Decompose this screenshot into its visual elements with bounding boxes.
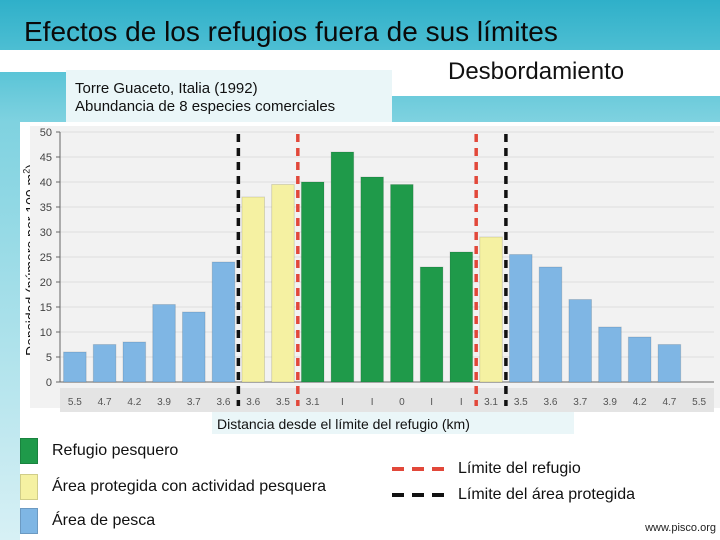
x-tick-label: 4.2 (633, 397, 647, 408)
legend-label-refuge-boundary: Límite del refugio (458, 460, 581, 477)
x-tick-label: 5.5 (68, 397, 82, 408)
y-tick-label: 35 (40, 202, 52, 214)
bar-19 (627, 336, 652, 383)
legend-item-protegida: Área protegida con actividad pesquera (20, 474, 326, 500)
y-tick-label: 0 (46, 377, 52, 389)
bar-7 (271, 184, 295, 383)
legend-label-refugio: Refugio pesquero (52, 442, 179, 459)
x-tick-label: 0 (399, 397, 405, 408)
legend-swatch-pesca (20, 508, 38, 534)
x-tick-label: 3.1 (306, 397, 320, 408)
x-tick-label: 3.6 (544, 397, 558, 408)
legend-swatch-protegida (20, 474, 38, 500)
x-tick-band (60, 388, 714, 412)
subtitle-line-location: Torre Guaceto, Italia (1992) (75, 80, 258, 97)
spillover-tag: Desbordamiento (448, 58, 625, 85)
y-tick-label: 25 (40, 252, 52, 264)
legend-label-pesca: Área de pesca (52, 512, 156, 529)
legend-label-protegida: Área protegida con actividad pesquera (52, 478, 326, 495)
y-tick-label: 30 (40, 227, 52, 239)
bar-18 (598, 326, 622, 383)
tag-box (392, 50, 720, 96)
x-tick-label: I (341, 397, 344, 408)
x-tick-label: 3.1 (484, 397, 498, 408)
bar-20 (657, 344, 682, 383)
y-tick-label: 50 (40, 127, 52, 139)
bar-6 (241, 196, 266, 383)
y-tick-label: 40 (40, 177, 52, 189)
x-axis-label-box (212, 412, 574, 434)
bar-15 (508, 254, 533, 383)
bar-14 (479, 236, 503, 383)
subtitle-box (66, 70, 392, 122)
y-tick-label: 10 (40, 327, 52, 339)
legend-protected-boundary: Límite del área protegida (392, 486, 635, 504)
bar-12 (419, 266, 444, 383)
x-tick-label: 4.2 (127, 397, 141, 408)
refuge-boundary-line-sample (392, 467, 444, 471)
x-tick-label: 3.5 (514, 397, 528, 408)
legend-item-refugio: Refugio pesquero (20, 438, 178, 464)
y-tick-label: 45 (40, 152, 52, 164)
side-band (0, 122, 20, 540)
x-tick-label: 3.7 (573, 397, 587, 408)
subtitle-line-description: Abundancia de 8 especies comerciales (75, 98, 336, 115)
bar-8 (300, 181, 325, 383)
bar-11 (390, 184, 414, 383)
footer-url: www.pisco.org (645, 522, 716, 534)
bar-5 (211, 261, 236, 383)
x-tick-label: I (430, 397, 433, 408)
x-tick-label: 4.7 (98, 397, 112, 408)
x-tick-label: 3.5 (276, 397, 290, 408)
x-tick-label: 3.9 (157, 397, 171, 408)
y-tick-label: 20 (40, 277, 52, 289)
x-tick-label: 3.6 (246, 397, 260, 408)
x-tick-label: 5.5 (692, 397, 706, 408)
bar-10 (360, 176, 384, 383)
bar-13 (449, 251, 474, 383)
page-title: Efectos de los refugios fuera de sus lím… (24, 16, 558, 47)
bar-0 (63, 351, 87, 383)
y-tick-label: 5 (46, 352, 52, 364)
legend-refuge-boundary: Límite del refugio (392, 460, 581, 478)
chart-subtitle: Torre Guaceto, Italia (1992) Abundancia … (75, 80, 335, 116)
x-axis-label: Distancia desde el límite del refugio (k… (217, 416, 470, 432)
x-tick-label: 3.6 (217, 397, 231, 408)
x-tick-label: 3.7 (187, 397, 201, 408)
bar-2 (122, 341, 147, 383)
legend-swatch-refugio (20, 438, 38, 464)
bar-3 (152, 304, 176, 383)
legend-item-pesca: Área de pesca (20, 508, 155, 534)
bar-16 (538, 266, 563, 383)
x-tick-label: 4.7 (662, 397, 676, 408)
bar-17 (568, 299, 593, 383)
x-tick-label: I (460, 397, 463, 408)
bar-4 (181, 311, 206, 383)
legend-label-protected-boundary: Límite del área protegida (458, 486, 635, 503)
protected-boundary-line-sample (392, 493, 444, 497)
y-tick-label: 15 (40, 302, 52, 314)
x-tick-label: 3.9 (603, 397, 617, 408)
bar-9 (330, 151, 355, 383)
x-tick-label: I (371, 397, 374, 408)
bar-1 (92, 344, 117, 383)
